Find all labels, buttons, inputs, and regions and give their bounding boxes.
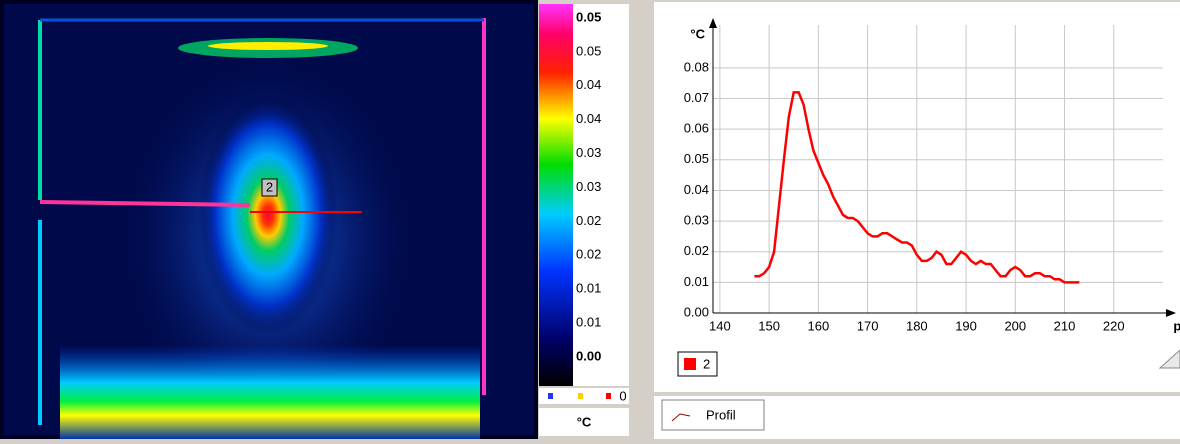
scale-label-box: [573, 4, 629, 386]
series-legend: [677, 351, 718, 377]
y-tick-label: 0.06: [684, 121, 709, 136]
x-tick-label: 200: [1004, 318, 1026, 333]
x-tick-label: 210: [1054, 318, 1076, 333]
y-tick-label: 0.07: [684, 90, 709, 105]
x-tick-label: 180: [906, 318, 928, 333]
color-scale-bar: [539, 4, 573, 386]
x-tick-label: 220: [1103, 318, 1125, 333]
scale-label: 0.05: [576, 9, 601, 24]
y-tick-label: 0.00: [684, 304, 709, 319]
scale-unit: °C: [577, 414, 592, 429]
scale-labels: 0.05 0.05 0.04 0.04 0.03 0.03 0.02 0.02 0.01 0.01…: [576, 9, 601, 363]
legend-row: [539, 388, 629, 404]
y-tick-label: 0.02: [684, 243, 709, 258]
x-tick-label: 160: [808, 318, 830, 333]
thermal-image: 2: [0, 0, 538, 440]
y-tick-label: 0.05: [684, 151, 709, 166]
scale-label: 0.00: [576, 348, 601, 363]
marker-label: 2: [266, 179, 273, 194]
x-arrow: [1166, 309, 1176, 317]
y-axis-label: °C: [690, 26, 705, 41]
data-line: [754, 91, 1080, 284]
x-tick-label: 190: [955, 318, 977, 333]
scale-label: 0.01: [576, 315, 601, 330]
y-arrow: [709, 18, 717, 28]
x-tick-label: 150: [758, 318, 780, 333]
scale-label: 0.03: [576, 145, 601, 160]
tab-label[interactable]: Profil: [706, 407, 736, 422]
y-tick-label: 0.03: [684, 213, 709, 228]
y-tick-label: 0.04: [684, 182, 709, 197]
unit-box: [539, 408, 629, 436]
scale-label: 0.05: [576, 43, 601, 58]
x-tick-label: 170: [857, 318, 879, 333]
scale-label: 0.02: [576, 213, 601, 228]
legend-entry: 2: [703, 356, 710, 371]
scale-label: 0.04: [576, 111, 601, 126]
x-axis-label: px: [1173, 318, 1180, 333]
profile-chart: 0.00 0.01 0.02 0.03 0.04 0.05 0.06 0.07 0.08 140 1…: [684, 18, 1180, 333]
y-tick-label: 0.08: [684, 59, 709, 74]
scale-label: 0.01: [576, 281, 601, 296]
x-tick-label: 140: [709, 318, 731, 333]
scale-label: 0.03: [576, 179, 601, 194]
y-tick-label: 0.01: [684, 274, 709, 289]
scale-label: 0.04: [576, 77, 601, 92]
legend-value: 0: [619, 388, 626, 403]
scale-label: 0.02: [576, 247, 601, 262]
